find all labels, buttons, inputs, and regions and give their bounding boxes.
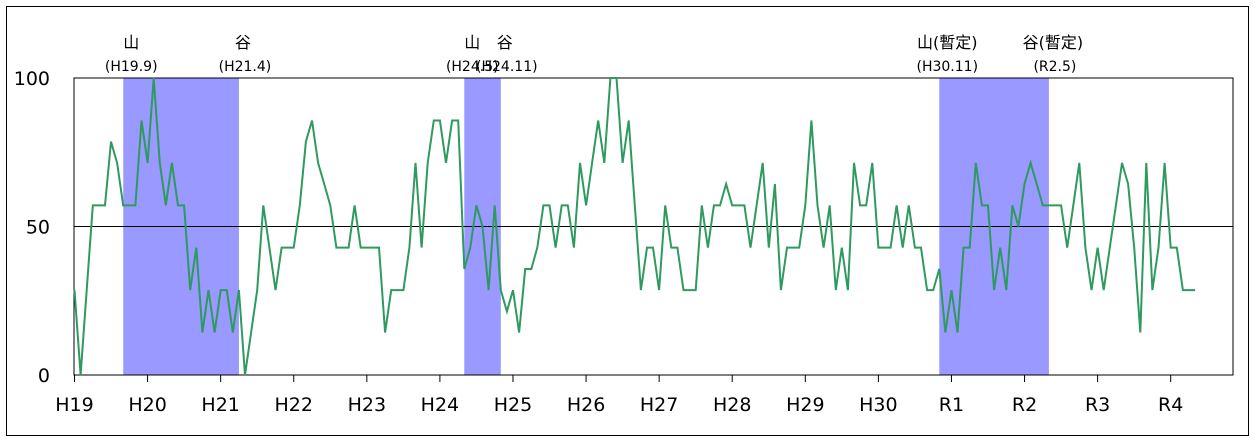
- x-tick-label: H27: [640, 394, 678, 416]
- trough-date-2: (R2.5): [1033, 59, 1076, 75]
- x-tick-label: H28: [713, 394, 751, 416]
- x-tick-label: H29: [786, 394, 824, 416]
- trough-label-1: 谷: [497, 33, 513, 52]
- y-tick-label: 100: [14, 68, 50, 90]
- trough-date-1: (H24.11): [476, 59, 538, 75]
- peak-label-2: 山(暫定): [917, 33, 978, 52]
- turning-point-annotations: 山 (H19.9) 谷 (H21.4) 山 (H24.5) 谷 (H24.11) 山(暫定) (H…: [105, 33, 1083, 75]
- x-tick-label: H20: [128, 394, 166, 416]
- x-tick-label: R2: [1012, 394, 1037, 416]
- peak-label-0: 山: [123, 33, 139, 52]
- y-tick-label: 0: [38, 365, 50, 387]
- x-axis-ticks: H19 H20 H21 H22 H23 H24 H25 H26 H27 H28 H29 H30 R1 R2…: [55, 375, 1183, 416]
- x-tick-label: R1: [939, 394, 964, 416]
- x-tick-label: H30: [859, 394, 897, 416]
- series-line: [73, 77, 1196, 376]
- x-tick-label: H19: [55, 394, 93, 416]
- y-tick-label: 50: [26, 217, 50, 239]
- trough-label-0: 谷: [235, 33, 251, 52]
- peak-date-0: (H19.9): [105, 59, 158, 75]
- x-tick-label: R3: [1085, 394, 1110, 416]
- y-axis-ticks: 0 50 100: [14, 68, 50, 387]
- trough-label-2: 谷(暫定): [1023, 33, 1084, 52]
- x-tick-label: H21: [201, 394, 239, 416]
- x-tick-label: H23: [348, 394, 386, 416]
- trough-date-0: (H21.4): [219, 59, 272, 75]
- x-tick-label: H24: [421, 394, 459, 416]
- x-tick-label: H22: [275, 394, 313, 416]
- peak-date-2: (H30.11): [917, 59, 979, 75]
- x-tick-label: H25: [494, 394, 532, 416]
- x-tick-label: H26: [567, 394, 605, 416]
- peak-date-1: (H24.5): [446, 59, 499, 75]
- peak-label-1: 山: [464, 33, 480, 52]
- x-tick-label: R4: [1158, 394, 1183, 416]
